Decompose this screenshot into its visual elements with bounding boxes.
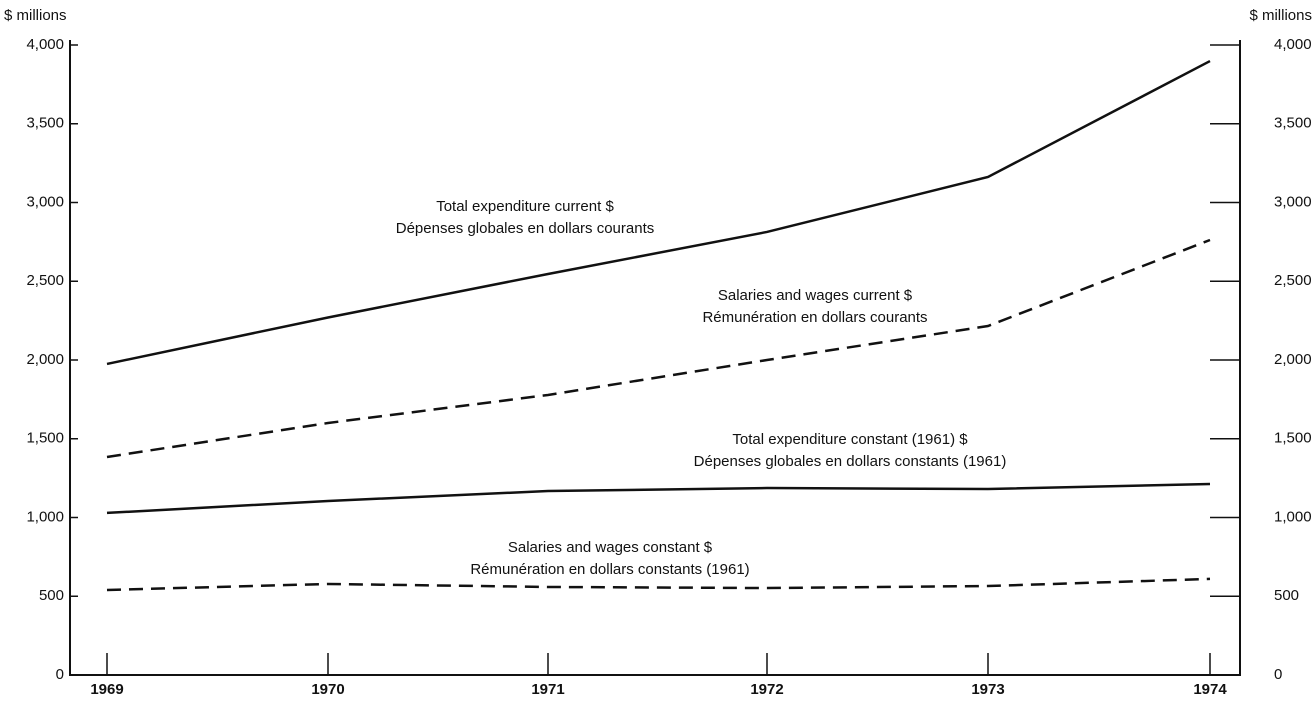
x-tick-label: 1973 xyxy=(971,681,1004,698)
series-label-fr: Rémunération en dollars courants xyxy=(702,309,927,326)
y2-tick-label: 4,000 xyxy=(1274,36,1312,53)
x-tick-label: 1972 xyxy=(750,681,783,698)
y-tick-label: 1,500 xyxy=(26,430,64,447)
series-line xyxy=(106,482,1211,515)
y-tick-label: 2,000 xyxy=(26,351,64,368)
series-label-fr: Dépenses globales en dollars constants (… xyxy=(694,453,1007,470)
series-line xyxy=(106,577,1211,592)
y2-tick-label: 2,500 xyxy=(1274,272,1312,289)
series-label: Salaries and wages current $ xyxy=(718,287,913,304)
y2-tick-label: 1,000 xyxy=(1274,508,1312,525)
y-tick-label: 500 xyxy=(39,587,64,604)
x-tick-label: 1971 xyxy=(531,681,564,698)
y-tick-label: 0 xyxy=(56,666,64,683)
y-tick-label: 4,000 xyxy=(26,36,64,53)
y2-axis-label: $ millions xyxy=(1249,7,1312,24)
y2-tick-label: 3,500 xyxy=(1274,115,1312,132)
series-label: Salaries and wages constant $ xyxy=(508,539,713,556)
series-label: Total expenditure constant (1961) $ xyxy=(732,431,968,448)
y2-tick-label: 500 xyxy=(1274,587,1299,604)
x-tick-label: 1969 xyxy=(90,681,123,698)
y2-tick-label: 2,000 xyxy=(1274,351,1312,368)
y-tick-label: 3,000 xyxy=(26,193,64,210)
x-tick-label: 1970 xyxy=(311,681,344,698)
y-axis-label: $ millions xyxy=(4,7,67,24)
x-tick-label: 1974 xyxy=(1193,681,1227,698)
series-line xyxy=(106,238,1211,459)
y-tick-label: 2,500 xyxy=(26,272,64,289)
y-tick-label: 1,000 xyxy=(26,508,64,525)
y2-tick-label: 1,500 xyxy=(1274,430,1312,447)
series-line xyxy=(106,59,1211,366)
y2-tick-label: 3,000 xyxy=(1274,193,1312,210)
series-label-fr: Rémunération en dollars constants (1961) xyxy=(470,561,749,578)
series-label-fr: Dépenses globales en dollars courants xyxy=(396,220,655,237)
y-tick-label: 3,500 xyxy=(26,115,64,132)
y2-tick-label: 0 xyxy=(1274,666,1282,683)
series-label: Total expenditure current $ xyxy=(436,198,614,215)
